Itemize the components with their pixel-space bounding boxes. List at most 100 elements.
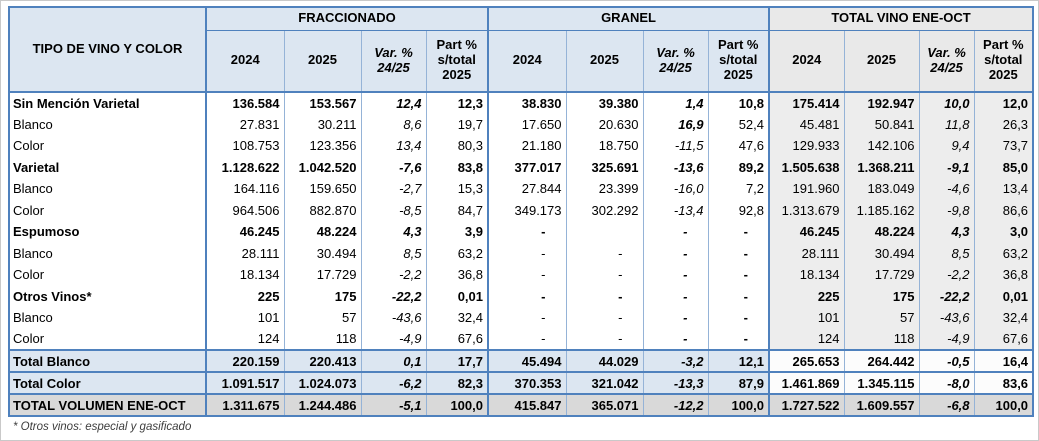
data-cell: 57 xyxy=(283,307,361,329)
data-cell: -9,8 xyxy=(918,199,975,221)
sub-column-header-line: Part % xyxy=(983,37,1024,53)
data-cell: - xyxy=(487,328,566,350)
data-cell: 225 xyxy=(205,285,284,307)
data-cell: 1.244.486 xyxy=(283,394,361,416)
row-label: Total Blanco xyxy=(9,350,206,372)
data-cell: 27.844 xyxy=(487,178,566,200)
sub-column-header-line: 2025 xyxy=(442,67,472,83)
sub-column-header: 2024 xyxy=(205,30,284,93)
data-cell: 192.947 xyxy=(843,92,920,114)
data-cell: 48.224 xyxy=(283,221,361,243)
data-cell: 1.727.522 xyxy=(768,394,845,416)
data-cell: 15,3 xyxy=(425,178,488,200)
sub-column-header-line: 2025 xyxy=(723,67,753,83)
data-cell: 39.380 xyxy=(565,92,643,114)
data-cell: 175 xyxy=(843,285,920,307)
sub-column-header: Var. % 24/25 xyxy=(918,30,975,93)
data-cell: 8,5 xyxy=(918,242,975,264)
sub-column-header-line: 2025 xyxy=(988,67,1018,83)
data-cell: 100,0 xyxy=(425,394,488,416)
sub-column-header-line: 2024 xyxy=(512,52,542,68)
data-cell: -13,4 xyxy=(642,199,708,221)
data-cell: 63,2 xyxy=(425,242,488,264)
data-cell: 175 xyxy=(283,285,361,307)
data-cell: -13,3 xyxy=(642,372,708,394)
data-cell: 3,0 xyxy=(973,221,1034,243)
data-cell: 23.399 xyxy=(565,178,643,200)
data-cell: 108.753 xyxy=(205,135,284,157)
data-cell: 1.368.211 xyxy=(843,156,920,178)
data-cell: 123.356 xyxy=(283,135,361,157)
data-cell: 17.729 xyxy=(843,264,920,286)
data-cell: -6,2 xyxy=(360,372,426,394)
table-body: Sin Mención Varietal 136.584 153.567 12,4 12… xyxy=(9,92,1034,416)
table-row: Blanco 101 57 -43,6 32,4- - - -101 57 -43,6 32,4 xyxy=(9,307,1034,329)
data-cell: 45.481 xyxy=(768,113,845,135)
data-cell: 1.461.869 xyxy=(768,372,845,394)
table-row: Color 108.753 123.356 13,4 80,3 21.180 18.750-… xyxy=(9,135,1034,157)
data-cell: -22,2 xyxy=(918,285,975,307)
table-header: TIPO DE VINO Y COLOR FRACCIONADO GRANEL TO… xyxy=(9,7,1034,93)
sub-column-header: 2024 xyxy=(487,30,566,93)
table-row: Total Color 1.091.517 1.024.073 -6,2 82,3 370… xyxy=(9,372,1034,394)
row-label: Blanco xyxy=(13,181,53,197)
data-cell: 1.128.622 xyxy=(205,156,284,178)
sub-column-header-line: 2025 xyxy=(308,52,337,68)
row-label: Blanco xyxy=(13,245,53,261)
sub-column-header-line: Part % xyxy=(436,37,477,53)
data-cell: 80,3 xyxy=(425,135,488,157)
data-cell: -12,2 xyxy=(642,394,708,416)
data-cell: 175.414 xyxy=(768,92,845,114)
data-cell: 10,8 xyxy=(707,92,770,114)
row-label: Blanco xyxy=(13,116,53,132)
sub-column-header: Part % s/total 2025 xyxy=(425,30,488,93)
data-cell: - xyxy=(487,242,566,264)
sub-column-header-line: 2024 xyxy=(230,52,260,68)
data-cell: -22,2 xyxy=(360,285,426,307)
data-cell: 1.505.638 xyxy=(768,156,845,178)
data-cell: 3,9 xyxy=(425,221,488,243)
data-cell: - xyxy=(487,221,566,243)
data-cell: 13,4 xyxy=(360,135,426,157)
data-cell: 46.245 xyxy=(205,221,284,243)
data-cell: 349.173 xyxy=(487,199,566,221)
data-cell: 1.091.517 xyxy=(205,372,284,394)
data-cell: 101 xyxy=(768,307,845,329)
table-row: Total Blanco 220.159 220.413 0,1 17,7 45.494 4… xyxy=(9,350,1034,372)
data-cell: 32,4 xyxy=(425,307,488,329)
data-cell: - xyxy=(565,307,643,329)
data-cell: 18.134 xyxy=(205,264,284,286)
data-cell: 16,9 xyxy=(642,113,708,135)
data-cell: -8,0 xyxy=(918,372,975,394)
data-cell: -43,6 xyxy=(360,307,426,329)
data-cell: 882.870 xyxy=(283,199,361,221)
data-cell: 84,7 xyxy=(425,199,488,221)
data-cell: - xyxy=(642,242,708,264)
table-row: Blanco 27.831 30.211 8,6 19,7 17.650 20.630 16,… xyxy=(9,113,1034,135)
data-cell: - xyxy=(707,242,770,264)
table-row: Color 124 118 -4,9 67,6- - - -124 118 -4,9 67,6 xyxy=(9,328,1034,350)
data-cell: -3,2 xyxy=(642,350,708,372)
data-cell: 63,2 xyxy=(973,242,1034,264)
data-cell: -0,5 xyxy=(918,350,975,372)
data-cell: 50.841 xyxy=(843,113,920,135)
data-cell: 8,5 xyxy=(360,242,426,264)
data-cell: 321.042 xyxy=(565,372,643,394)
sub-column-header-line: 24/25 xyxy=(377,59,410,75)
data-cell: 30.494 xyxy=(283,242,361,264)
data-cell: 48.224 xyxy=(843,221,920,243)
data-cell: -2,2 xyxy=(918,264,975,286)
data-cell: - xyxy=(642,264,708,286)
data-cell: 67,6 xyxy=(973,328,1034,350)
data-cell: -4,6 xyxy=(918,178,975,200)
row-label: TOTAL VOLUMEN ENE-OCT xyxy=(9,394,206,416)
table-row: Espumoso 46.245 48.224 4,3 3,9- - -46.245 48.22… xyxy=(9,221,1034,243)
data-cell: -4,9 xyxy=(360,328,426,350)
data-cell: 28.111 xyxy=(205,242,284,264)
data-cell: 365.071 xyxy=(565,394,643,416)
row-label-column-header: TIPO DE VINO Y COLOR xyxy=(9,7,207,93)
data-cell: 220.159 xyxy=(205,350,284,372)
data-cell: 26,3 xyxy=(973,113,1034,135)
data-cell: 415.847 xyxy=(487,394,566,416)
data-cell: 100,0 xyxy=(973,394,1034,416)
